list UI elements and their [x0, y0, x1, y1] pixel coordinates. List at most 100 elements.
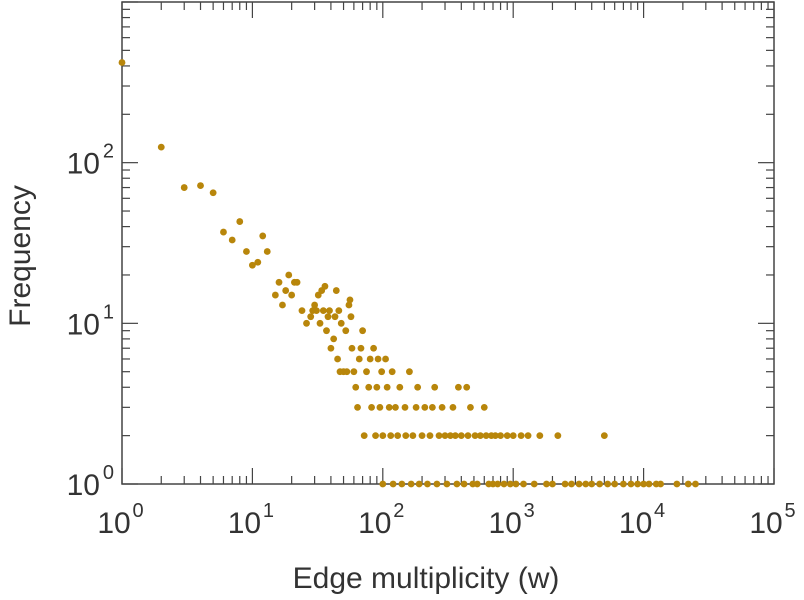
- data-point: [447, 432, 454, 440]
- data-point: [549, 480, 556, 488]
- data-point: [473, 480, 481, 488]
- data-point: [379, 480, 387, 488]
- data-point: [355, 355, 363, 363]
- data-point: [298, 307, 306, 315]
- x-axis-label: Edge multiplicity (w): [293, 562, 560, 595]
- data-point: [373, 383, 381, 391]
- data-point: [497, 432, 504, 440]
- data-point: [443, 480, 451, 488]
- data-point: [363, 368, 370, 376]
- x-tick-label: 10: [97, 507, 130, 540]
- data-point: [428, 403, 436, 411]
- data-point: [197, 182, 204, 189]
- data-point: [293, 278, 301, 286]
- axes-frame: [121, 1, 775, 485]
- data-point: [279, 301, 286, 309]
- data-point: [388, 368, 396, 376]
- data-point: [409, 432, 417, 440]
- y-axis-label: Frequency: [4, 185, 37, 327]
- data-point: [530, 480, 538, 488]
- y-tick-exponent: 1: [103, 301, 114, 323]
- data-point: [627, 480, 635, 488]
- data-point: [394, 432, 402, 440]
- data-point: [332, 287, 340, 294]
- data-point: [433, 480, 441, 488]
- data-point: [249, 261, 256, 269]
- data-point: [118, 59, 126, 66]
- data-point: [157, 143, 165, 151]
- tick-labels: 10 0 10 1 10 2 10 3 10 4 10 510 010 110 2: [67, 141, 796, 540]
- plot-frame: [121, 1, 775, 485]
- data-point: [345, 301, 353, 309]
- data-point: [343, 368, 351, 376]
- data-point: [536, 432, 544, 440]
- data-point: [684, 480, 692, 488]
- data-point: [509, 432, 517, 440]
- x-tick-exponent: 4: [654, 500, 665, 522]
- data-point: [321, 282, 329, 290]
- data-point: [387, 432, 395, 440]
- data-point: [455, 383, 462, 391]
- data-point: [389, 480, 397, 488]
- data-point: [463, 383, 471, 391]
- data-point: [316, 319, 324, 327]
- data-point: [324, 313, 332, 321]
- data-point: [359, 327, 367, 335]
- x-tick-label: 10: [489, 507, 522, 540]
- data-point: [611, 480, 619, 488]
- data-point: [657, 480, 664, 488]
- x-tick-label: 10: [228, 507, 261, 540]
- data-point: [438, 403, 446, 411]
- data-point: [271, 291, 279, 299]
- data-point: [319, 307, 327, 315]
- data-point: [406, 368, 413, 376]
- data-point: [634, 480, 642, 488]
- data-point: [426, 432, 434, 440]
- data-point: [561, 480, 569, 488]
- data-point: [604, 480, 612, 488]
- data-point: [228, 236, 236, 244]
- data-point: [596, 480, 604, 488]
- data-point: [382, 355, 389, 363]
- data-point: [418, 432, 426, 440]
- data-point: [379, 432, 387, 440]
- data-point: [327, 344, 335, 352]
- data-point: [512, 480, 520, 488]
- data-point: [209, 189, 217, 197]
- data-point: [220, 228, 227, 236]
- data-point: [275, 278, 283, 286]
- data-point: [402, 432, 410, 440]
- axis-ticks: [121, 1, 775, 485]
- data-point: [506, 480, 514, 488]
- data-point: [692, 480, 699, 488]
- data-point: [645, 480, 653, 488]
- data-point: [407, 480, 415, 488]
- data-point: [385, 403, 393, 411]
- data-point: [520, 480, 527, 488]
- x-tick-label: 10: [619, 507, 652, 540]
- data-point: [582, 480, 590, 488]
- data-point: [366, 355, 374, 363]
- data-point: [365, 383, 373, 391]
- data-point: [460, 480, 468, 488]
- data-point: [323, 327, 330, 335]
- data-point: [449, 403, 457, 411]
- data-point: [464, 432, 472, 440]
- data-point: [482, 432, 490, 440]
- data-point: [503, 432, 511, 440]
- data-point: [311, 301, 319, 309]
- x-tick-exponent: 3: [524, 500, 535, 522]
- data-point: [372, 432, 379, 440]
- data-point: [307, 313, 315, 321]
- data-point: [350, 368, 358, 376]
- x-tick-exponent: 1: [263, 500, 274, 522]
- data-point: [335, 307, 343, 315]
- data-point: [303, 319, 310, 327]
- data-point: [330, 335, 338, 343]
- x-tick-exponent: 5: [784, 500, 795, 522]
- data-point: [441, 432, 449, 440]
- data-point: [360, 432, 368, 440]
- data-point: [376, 403, 384, 411]
- data-point: [398, 480, 406, 488]
